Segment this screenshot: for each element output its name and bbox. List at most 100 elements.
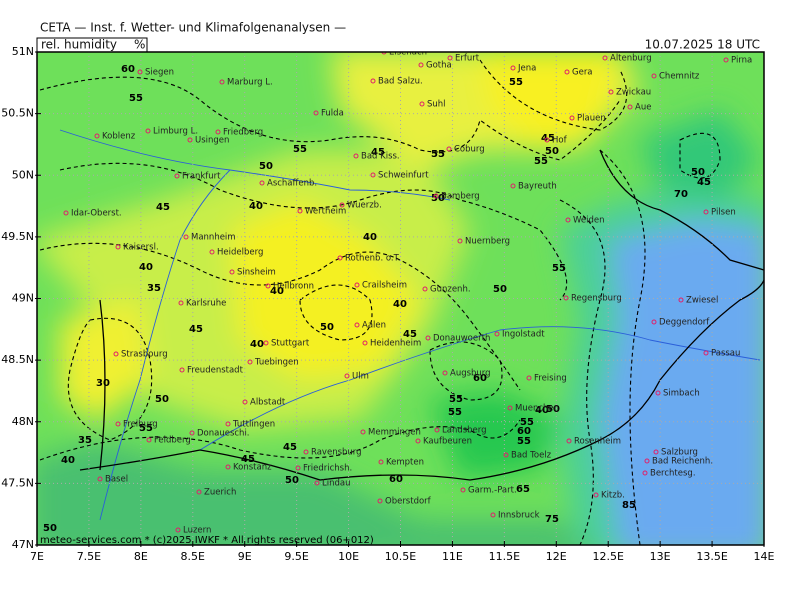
lon-tick-label: 12E: [546, 550, 567, 563]
header-title: CETA — Inst. f. Wetter- und Klimafolgena…: [40, 21, 346, 35]
city-label: Kaufbeuren: [423, 437, 472, 447]
city-label: Kitzb.: [601, 491, 625, 501]
city-label: Heilbronn: [273, 282, 314, 292]
city-label: Aue: [635, 103, 651, 113]
city-label: Aalen: [362, 321, 386, 331]
city-label: Salzburg: [661, 448, 698, 458]
city-label: Donauwoerth: [433, 334, 490, 344]
contour-label: 45: [371, 147, 385, 158]
city-dot: [189, 430, 195, 436]
city-label: Nuernberg: [465, 237, 510, 247]
city-dot: [434, 427, 440, 433]
city-label: Bamberg: [441, 192, 480, 202]
city-dot: [263, 340, 269, 346]
city-dot: [174, 173, 180, 179]
city-label: Bad Salzu.: [378, 77, 423, 87]
city-dot: [544, 137, 550, 143]
city-dot: [97, 476, 103, 482]
city-dot: [602, 55, 608, 61]
lat-tick-label: 49N: [12, 292, 34, 305]
city-label: Oberstdorf: [385, 497, 432, 507]
city-label: Karlsruhe: [186, 299, 226, 309]
city-dot: [723, 57, 729, 63]
city-label: Jena: [517, 64, 536, 74]
city-label: Wuerzb.: [347, 201, 382, 211]
contour-label: 45: [156, 202, 170, 213]
city-dot: [415, 438, 421, 444]
city-label: Ingolstadt: [502, 330, 545, 340]
contour-label: 50: [43, 523, 57, 534]
city-dot: [642, 470, 648, 476]
city-label: Plauen: [577, 114, 606, 124]
city-dot: [569, 115, 575, 121]
city-label: Suhl: [427, 100, 446, 110]
city-label: Bayreuth: [518, 182, 557, 192]
lon-tick-label: 8E: [134, 550, 148, 563]
city-label: Deggendorf: [659, 318, 710, 328]
city-dot: [63, 210, 69, 216]
lat-tick-label: 49.5N: [1, 230, 34, 243]
contour-label: 50: [285, 475, 299, 486]
city-label: Erfurt: [455, 54, 480, 64]
city-dot: [187, 137, 193, 143]
contour-label: 55: [534, 156, 548, 167]
contour-label: 45: [403, 329, 417, 340]
city-dot: [229, 269, 235, 275]
city-label: Heidelberg: [217, 248, 263, 258]
contour-label: 35: [78, 435, 92, 446]
contour-label: 55: [129, 93, 143, 104]
contour-label: 50: [259, 161, 273, 172]
lon-tick-label: 11.5E: [489, 550, 520, 563]
contour-label: 40: [250, 339, 264, 350]
city-label: Weiden: [573, 216, 605, 226]
city-label: Chemnitz: [659, 72, 700, 82]
city-dot: [242, 399, 248, 405]
contours: [39, 59, 721, 545]
city-dot: [565, 217, 571, 223]
city-label: Rothenb. o.T.: [345, 254, 401, 264]
city-dot: [183, 234, 189, 240]
city-label: Albstadt: [250, 398, 286, 408]
city-label: Kaisersl.: [123, 243, 159, 253]
city-dot: [297, 208, 303, 214]
lat-tick-label: 50.5N: [1, 107, 34, 120]
city-dot: [563, 295, 569, 301]
city-label: Siegen: [145, 68, 174, 78]
lon-tick-label: 12.5E: [592, 550, 623, 563]
city-label: Luzern: [183, 526, 211, 536]
city-dot: [378, 459, 384, 465]
city-label: Pirna: [731, 56, 752, 66]
valid-time: 10.07.2025 18 UTC: [645, 38, 760, 52]
lat-tick-label: 47N: [12, 538, 34, 551]
city-dot: [145, 128, 151, 134]
lon-tick-label: 14E: [754, 550, 775, 563]
city-dot: [703, 350, 709, 356]
city-label: Regensburg: [571, 294, 622, 304]
city-label: Lindau: [322, 479, 350, 489]
contour-label: 40: [535, 405, 549, 416]
contour-label: 85: [622, 500, 636, 511]
city-label: Zwickau: [616, 88, 651, 98]
lon-tick-label: 10E: [338, 550, 359, 563]
lat-tick-label: 48N: [12, 415, 34, 428]
lon-tick-label: 9E: [238, 550, 252, 563]
city-dot: [115, 244, 121, 250]
city-dot: [418, 62, 424, 68]
city-dot: [94, 133, 100, 139]
city-dot: [377, 498, 383, 504]
city-dot: [353, 153, 359, 159]
city-dot: [303, 449, 309, 455]
contour-label: 55: [293, 144, 307, 155]
city-label: Usingen: [195, 136, 229, 146]
city-dot: [566, 438, 572, 444]
city-dot: [313, 110, 319, 116]
city-dot: [247, 359, 253, 365]
city-dot: [209, 249, 215, 255]
city-dot: [337, 255, 343, 261]
city-label: Eisenach: [389, 48, 427, 58]
contour-label: 55: [449, 394, 463, 405]
city-label: Idar-Oberst.: [71, 209, 122, 219]
city-label: Garm.-Part.: [468, 486, 517, 496]
lon-tick-label: 7.5E: [77, 550, 101, 563]
lon-tick-label: 7E: [30, 550, 44, 563]
